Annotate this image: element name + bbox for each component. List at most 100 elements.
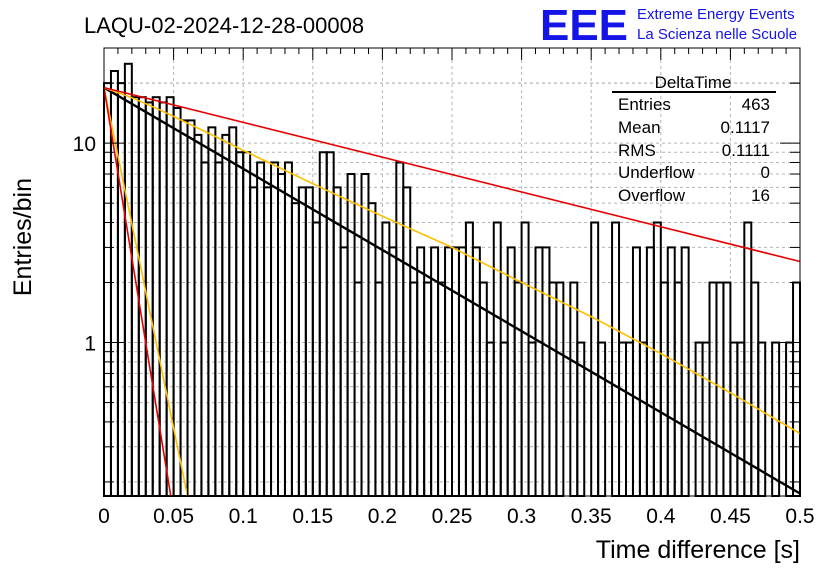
x-tick-label: 0	[98, 505, 110, 528]
x-tick-label: 0.4	[646, 505, 676, 528]
stats-mean-value: 0.1117	[721, 118, 770, 137]
x-tick-label: 0.05	[153, 505, 194, 528]
histogram-bar	[242, 151, 252, 497]
histogram-bar	[506, 246, 516, 497]
x-tick-label: 0.3	[507, 505, 536, 528]
histogram-bar	[457, 246, 467, 497]
histogram-bar	[597, 341, 607, 497]
stats-rms-value: 0.1111	[722, 141, 770, 160]
histogram-bar	[645, 246, 655, 497]
histogram-bar	[249, 186, 259, 497]
histogram-bar	[270, 161, 280, 497]
histogram-bar	[694, 341, 704, 497]
histogram-bar	[200, 161, 210, 497]
fit-curve	[103, 87, 172, 497]
histogram-bar	[283, 161, 293, 497]
x-tick-label: 0.35	[571, 505, 612, 528]
fit-curve	[103, 86, 801, 263]
x-tick-label: 0.1	[229, 505, 258, 528]
histogram-bar	[186, 119, 196, 497]
histogram-bar	[451, 246, 460, 497]
histogram-bar	[228, 126, 238, 498]
fit-curve	[103, 86, 801, 435]
histogram-bar	[165, 96, 175, 497]
histogram-bar	[792, 281, 801, 497]
histogram-bar	[179, 119, 189, 497]
histogram-bar	[548, 281, 558, 497]
histogram-bar	[374, 281, 384, 497]
stats-entries-value: 463	[742, 95, 770, 114]
histogram-bar	[611, 221, 621, 497]
histogram-bar	[499, 341, 509, 497]
stats-underflow-label: Underflow	[618, 163, 695, 182]
histogram-bar	[430, 246, 440, 497]
histogram-bar	[638, 341, 648, 497]
fit-curves	[103, 86, 801, 497]
histogram-bar	[311, 221, 321, 497]
histogram-bar	[555, 281, 565, 497]
histogram-bar	[137, 96, 147, 497]
stats-mean-label: Mean	[618, 118, 661, 137]
histogram-bar	[214, 161, 224, 497]
histogram-bar	[318, 151, 328, 497]
x-tick-label: 0.45	[710, 505, 751, 528]
histogram-bar	[652, 221, 662, 497]
histogram-bar	[437, 281, 447, 497]
histogram-bar	[332, 186, 342, 497]
histogram-bar	[151, 96, 161, 497]
stats-entries-label: Entries	[618, 95, 671, 114]
y-tick-label: 1	[84, 333, 96, 356]
histogram-bar	[116, 82, 126, 498]
stats-name: DeltaTime	[655, 73, 732, 92]
histogram-bar	[492, 221, 502, 497]
histogram-bar	[304, 186, 314, 497]
eee-logo-line1: Extreme Energy Events	[637, 6, 795, 23]
histogram-bar	[736, 341, 746, 497]
histogram-bar	[785, 341, 795, 497]
eee-logo-line2: La Scienza nelle Scuole	[637, 26, 797, 43]
histogram-bar	[409, 281, 419, 497]
histogram-bar	[471, 246, 481, 497]
histogram-bar	[625, 341, 634, 497]
histogram-bar	[569, 281, 579, 497]
histogram-bar	[743, 221, 753, 497]
histogram-bar	[659, 281, 669, 497]
x-tick-label: 0.2	[368, 505, 397, 528]
histogram-bar	[708, 281, 718, 497]
eee-logo: EEE Extreme Energy Events La Scienza nel…	[540, 1, 797, 50]
x-tick-label: 0.25	[432, 505, 473, 528]
histogram-bar	[444, 246, 454, 497]
stats-box: DeltaTime Entries 463 Mean 0.1117 RMS 0.…	[612, 73, 776, 205]
histogram-bar	[353, 281, 363, 497]
histogram-bar	[590, 221, 600, 497]
histogram-bar	[485, 341, 495, 497]
histogram-bar	[221, 133, 231, 497]
histogram-bar	[263, 186, 273, 497]
histogram-bar	[534, 246, 544, 497]
x-axis-label: Time difference [s]	[596, 536, 800, 564]
histogram-bar	[235, 151, 245, 497]
x-tick-label: 0.15	[292, 505, 333, 528]
histogram-bar	[402, 186, 412, 497]
axis-ticks: 0 0.05 0.1 0.15 0.2 0.25 0.3 0.35 0.4 0.45 0.5 1 10	[73, 48, 815, 528]
histogram-bar	[416, 246, 426, 497]
stats-underflow-value: 0	[761, 163, 770, 182]
histogram-bar	[193, 133, 203, 497]
y-tick-label: 10	[73, 133, 96, 156]
histogram-bar	[256, 161, 266, 497]
histogram-bar	[527, 341, 537, 497]
histogram-bar	[666, 246, 676, 497]
histogram-bar	[395, 161, 405, 497]
chart-title: LAQU-02-2024-12-28-00008	[84, 13, 364, 38]
histogram-bar	[673, 281, 683, 497]
fit-curve	[103, 87, 189, 497]
eee-logo-mark: EEE	[540, 1, 628, 50]
histogram-bar	[750, 281, 760, 497]
histogram-bar	[325, 151, 335, 497]
histogram-bar	[123, 62, 133, 498]
histogram-bar	[729, 341, 739, 497]
histogram-bar	[207, 126, 217, 498]
histogram-bar	[388, 246, 398, 497]
stats-overflow-value: 16	[751, 186, 770, 205]
